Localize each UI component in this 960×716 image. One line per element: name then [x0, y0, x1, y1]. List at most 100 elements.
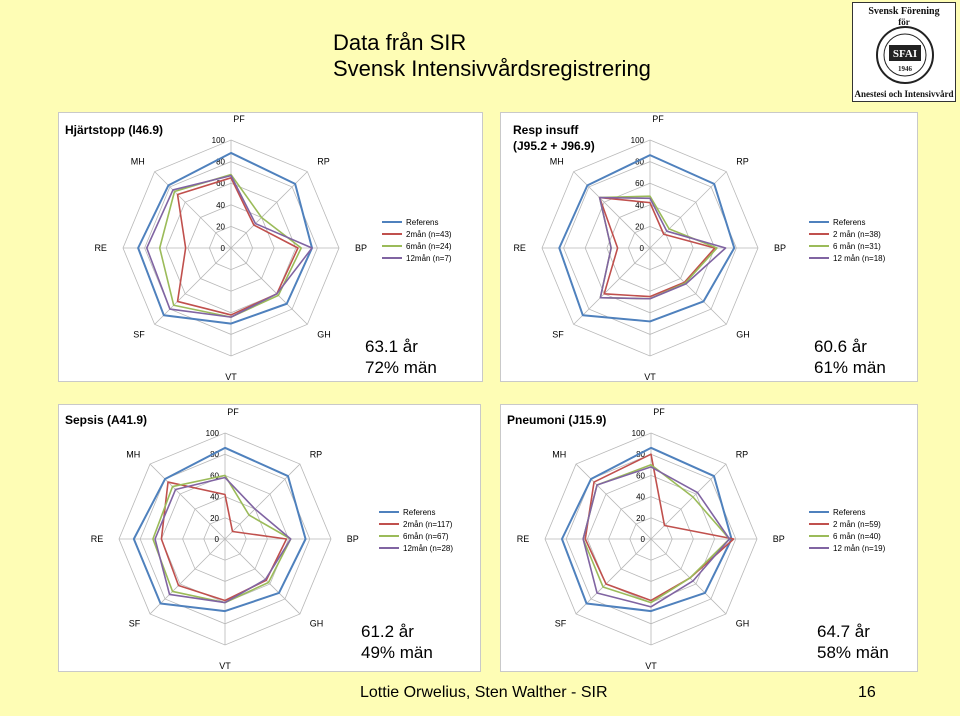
axis-label: PF	[652, 114, 664, 124]
axis-label: VT	[645, 661, 657, 671]
axis-label: RE	[517, 534, 530, 544]
axis-label: MH	[126, 449, 140, 459]
tick-label: 100	[632, 429, 646, 438]
axis-label: GH	[317, 329, 331, 339]
stat-age: 60.6 år	[814, 337, 867, 356]
axis-label: MH	[552, 449, 566, 459]
tick-label: 100	[212, 136, 226, 145]
axis-label: RE	[91, 534, 104, 544]
grid-spoke	[573, 171, 651, 249]
tick-label: 40	[216, 201, 225, 210]
legend-label: 2mån (n=117)	[403, 520, 453, 529]
axis-label: VT	[225, 372, 237, 382]
page-number: 16	[858, 684, 876, 701]
chart-panel-resp-insuff: Resp insuff (J95.2 + J96.9) 0 20 40 60 80 100 PF…	[500, 112, 918, 382]
axis-label: RE	[94, 243, 107, 253]
stat-block: 61.2 år 49% män	[361, 621, 433, 663]
tick-label: 100	[631, 136, 645, 145]
grid-spoke	[154, 171, 232, 249]
tick-label: 20	[216, 222, 225, 231]
logo-mid-text: för	[898, 17, 910, 27]
axis-label: GH	[736, 329, 750, 339]
tick-label: 80	[636, 450, 645, 459]
series-line	[132, 446, 307, 613]
axis-label: RP	[317, 157, 330, 167]
stat-age: 61.2 år	[361, 622, 414, 641]
axis-label: PF	[233, 114, 245, 124]
footer-authors: Lottie Orwelius, Sten Walther - SIR	[360, 684, 608, 701]
tick-label: 0	[640, 244, 645, 253]
tick-label: 100	[206, 429, 220, 438]
tick-label: 0	[641, 535, 646, 544]
tick-label: 20	[210, 514, 219, 523]
axis-label: SF	[129, 619, 141, 629]
slide-title-line2: Svensk Intensivvårdsregistrering	[333, 56, 651, 81]
tick-label: 80	[635, 158, 644, 167]
stat-block: 64.7 år 58% män	[817, 621, 889, 663]
stat-men: 72% män	[365, 358, 437, 377]
axis-label: PF	[227, 407, 239, 417]
grid-spoke	[224, 538, 301, 615]
seal-icon: SFAI 1946	[876, 26, 934, 84]
axis-label: RP	[736, 449, 749, 459]
axis-label: BP	[774, 243, 786, 253]
series-line	[598, 196, 716, 298]
series-line	[560, 446, 733, 613]
legend-label: Referens	[833, 218, 865, 227]
tick-label: 0	[221, 244, 226, 253]
legend-label: Referens	[833, 508, 865, 517]
series-line	[558, 154, 736, 323]
tick-label: 80	[216, 158, 225, 167]
slide-title-line1: Data från SIR	[333, 30, 467, 55]
stat-block: 60.6 år 61% män	[814, 336, 886, 378]
axis-label: SF	[552, 329, 564, 339]
axis-label: BP	[773, 534, 785, 544]
axis-label: MH	[550, 157, 564, 167]
grid-spoke	[649, 247, 727, 325]
axis-label: SF	[555, 619, 567, 629]
grid-spoke	[650, 538, 727, 615]
seal-year: 1946	[898, 65, 913, 73]
grid-spoke	[575, 538, 652, 615]
axis-label: RP	[736, 157, 749, 167]
legend-label: 12 mån (n=19)	[833, 544, 886, 553]
grid-spoke	[149, 463, 226, 540]
series-line	[154, 476, 292, 604]
series-line	[145, 174, 313, 318]
series-line	[160, 481, 288, 602]
sfai-logo: Svensk Förening för SFAI 1946 Anestesi o…	[852, 2, 956, 102]
tick-label: 40	[635, 201, 644, 210]
series-line	[176, 177, 299, 316]
legend-label: 6 mån (n=31)	[833, 242, 881, 251]
tick-label: 60	[636, 471, 645, 480]
series-line	[584, 453, 735, 602]
slide-title: Data från SIR Svensk Intensivvårdsregist…	[333, 30, 651, 82]
legend-label: 2mån (n=43)	[406, 230, 452, 239]
legend-label: 2 mån (n=38)	[833, 230, 881, 239]
stat-age: 64.7 år	[817, 622, 870, 641]
axis-label: VT	[219, 661, 231, 671]
chart-panel-hjartstopp: Hjärtstopp (I46.9) 0 20 40 60 80 100 PF RP BP GH VT…	[58, 112, 483, 382]
stat-men: 49% män	[361, 643, 433, 662]
chart-title: Pneumoni (J15.9)	[507, 413, 606, 427]
series-line	[137, 151, 313, 325]
stat-block: 63.1 år 72% män	[365, 336, 437, 378]
grid-spoke	[149, 538, 226, 615]
radar-chart: Resp insuff (J95.2 + J96.9) 0 20 40 60 80 100 PF…	[513, 114, 886, 382]
axis-label: BP	[347, 534, 359, 544]
stat-age: 63.1 år	[365, 337, 418, 356]
radar-chart: Hjärtstopp (I46.9) 0 20 40 60 80 100 PF RP BP GH VT…	[65, 114, 452, 382]
series-line	[598, 196, 727, 300]
axis-label: GH	[736, 619, 750, 629]
axis-label: RP	[310, 449, 323, 459]
chart-title: Sepsis (A41.9)	[65, 413, 147, 427]
grid-spoke	[230, 247, 308, 325]
legend-label: Referens	[406, 218, 438, 227]
legend-label: 6 mån (n=40)	[833, 532, 881, 541]
tick-label: 0	[215, 535, 220, 544]
chart-panel-pneumoni: Pneumoni (J15.9) 0 20 40 60 80 100 PF RP BP GH VT SF…	[500, 404, 918, 672]
axis-label: RE	[513, 243, 526, 253]
axis-label: PF	[653, 407, 665, 417]
chart-title: Hjärtstopp (I46.9)	[65, 123, 163, 137]
tick-label: 60	[635, 179, 644, 188]
